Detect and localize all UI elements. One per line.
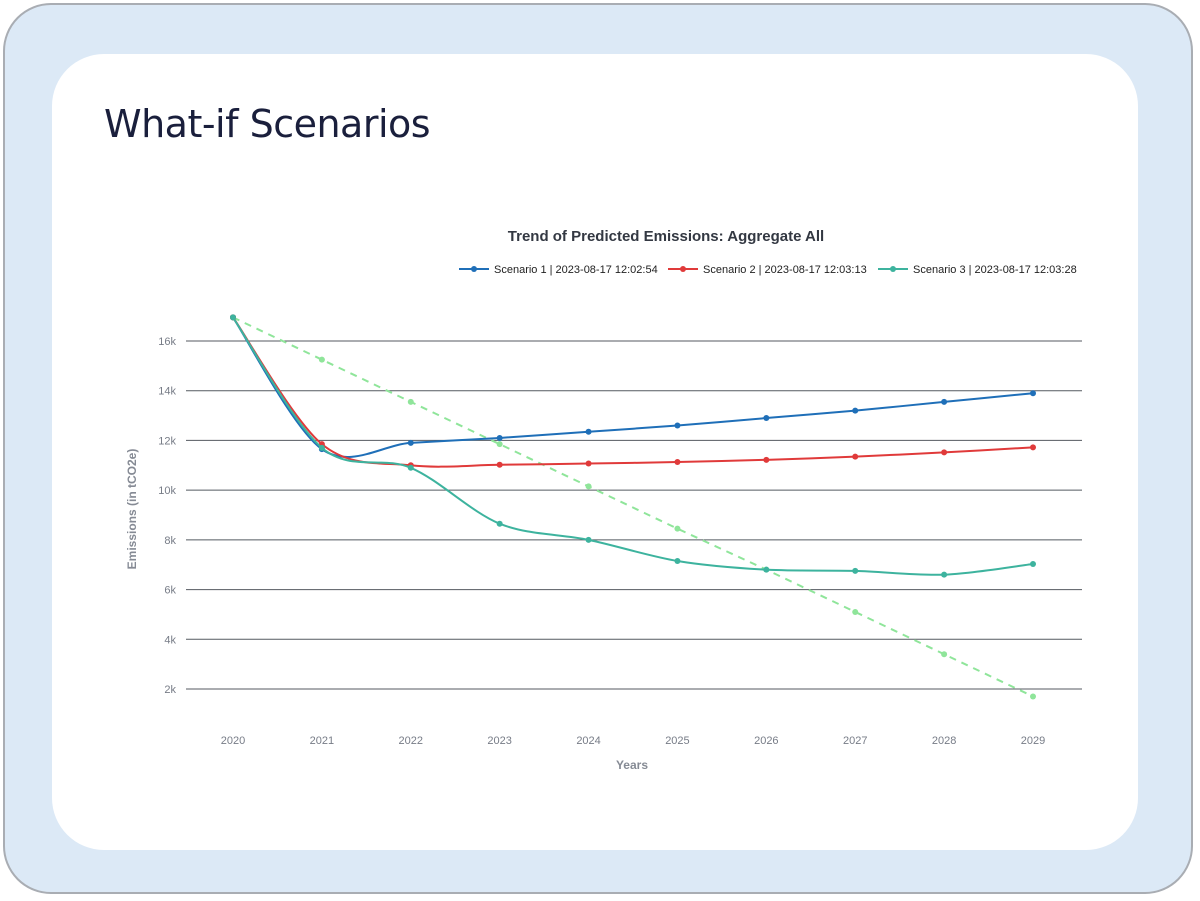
data-point[interactable] [585, 536, 592, 543]
series-line [232, 316, 1034, 468]
data-point[interactable] [585, 483, 592, 490]
data-point[interactable] [496, 434, 503, 441]
y-tick-label: 12k [158, 435, 176, 447]
data-point[interactable] [1030, 693, 1036, 700]
data-point[interactable] [941, 571, 948, 578]
legend-label: Scenario 1 | 2023-08-17 12:02:54 [494, 264, 658, 276]
y-tick-label: 6k [164, 585, 176, 597]
legend-marker-icon [890, 266, 896, 272]
y-axis-ticks: 2k 4k 6k 8k 10k 12k 14k 16k [158, 336, 176, 696]
data-point[interactable] [407, 439, 414, 446]
data-point[interactable] [941, 651, 948, 658]
data-point[interactable] [318, 356, 325, 363]
x-axis-ticks: 2020 2021 2022 2023 2024 2025 2026 2027 2028 2029 [221, 735, 1045, 747]
y-axis-title: Emissions (in tCO2e) [125, 449, 139, 570]
data-point[interactable] [585, 428, 592, 435]
data-point[interactable] [763, 456, 770, 463]
data-point[interactable] [763, 415, 770, 422]
x-tick-label: 2021 [310, 735, 334, 747]
x-tick-label: 2028 [932, 735, 956, 747]
data-point[interactable] [496, 461, 503, 468]
chart-title: Trend of Predicted Emissions: Aggregate … [508, 228, 824, 245]
chart-legend: Scenario 1 | 2023-08-17 12:02:54 Scenario… [459, 264, 1077, 276]
chart-gridlines [186, 340, 1082, 690]
data-point[interactable] [1030, 560, 1036, 567]
y-tick-label: 16k [158, 336, 176, 348]
data-point[interactable] [852, 453, 859, 460]
legend-label: Scenario 3 | 2023-08-17 12:03:28 [913, 264, 1077, 276]
y-tick-label: 8k [164, 535, 176, 547]
series-line [232, 316, 1034, 458]
data-point[interactable] [674, 422, 681, 429]
x-axis-title: Years [616, 758, 648, 772]
data-point[interactable] [674, 459, 681, 466]
legend-item[interactable]: Scenario 1 | 2023-08-17 12:02:54 [459, 264, 658, 276]
x-tick-label: 2022 [399, 735, 423, 747]
data-point[interactable] [674, 557, 681, 564]
x-tick-label: 2026 [754, 735, 778, 747]
data-point[interactable] [1030, 444, 1036, 451]
x-tick-label: 2029 [1021, 735, 1045, 747]
data-point[interactable] [763, 566, 770, 573]
y-tick-label: 2k [164, 684, 176, 696]
series-1 [230, 314, 1036, 458]
page-title: What-if Scenarios [104, 102, 431, 146]
series-3 [230, 314, 1036, 578]
legend-marker-icon [471, 266, 477, 272]
data-point[interactable] [941, 398, 948, 405]
data-point[interactable] [674, 525, 681, 532]
x-tick-label: 2020 [221, 735, 245, 747]
data-point[interactable] [407, 464, 414, 471]
data-point[interactable] [852, 407, 859, 414]
series-2 [230, 314, 1036, 469]
x-tick-label: 2025 [665, 735, 689, 747]
y-tick-label: 14k [158, 386, 176, 398]
data-point[interactable] [496, 441, 503, 448]
series-4 [230, 314, 1036, 700]
x-tick-label: 2023 [487, 735, 511, 747]
legend-label: Scenario 2 | 2023-08-17 12:03:13 [703, 264, 867, 276]
y-tick-label: 4k [164, 634, 176, 646]
data-point[interactable] [585, 460, 592, 467]
series-line [232, 316, 1034, 576]
data-point[interactable] [1030, 390, 1036, 397]
data-point[interactable] [318, 444, 325, 451]
data-point[interactable] [941, 449, 948, 456]
data-point[interactable] [852, 608, 859, 615]
chart-series [230, 314, 1036, 700]
x-tick-label: 2027 [843, 735, 867, 747]
data-point[interactable] [230, 314, 236, 321]
data-point[interactable] [852, 567, 859, 574]
data-point[interactable] [407, 398, 414, 405]
data-point[interactable] [496, 520, 503, 527]
legend-marker-icon [680, 266, 686, 272]
series-line [232, 316, 1034, 698]
legend-item[interactable]: Scenario 3 | 2023-08-17 12:03:28 [878, 264, 1077, 276]
x-tick-label: 2024 [576, 735, 600, 747]
y-tick-label: 10k [158, 485, 176, 497]
legend-item[interactable]: Scenario 2 | 2023-08-17 12:03:13 [668, 264, 867, 276]
